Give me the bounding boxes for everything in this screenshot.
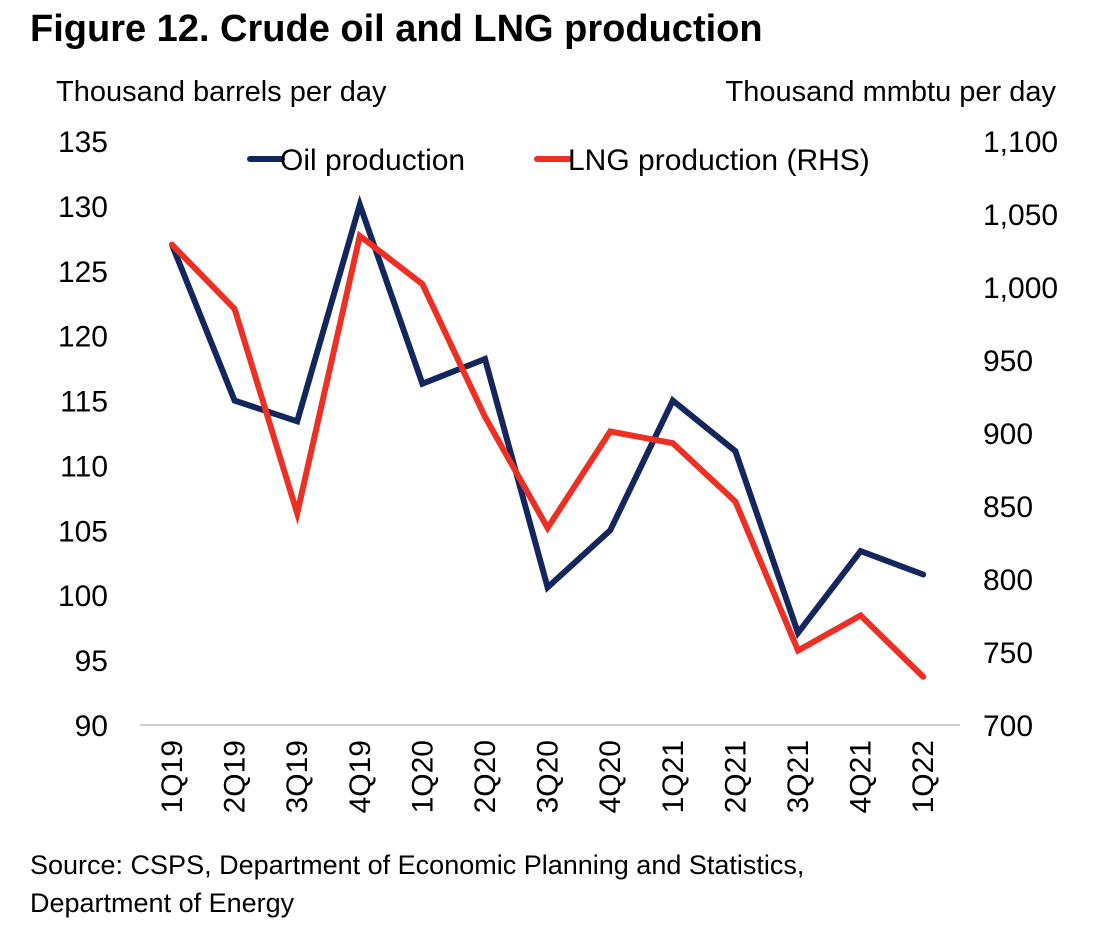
y-right-tick-label: 1,050 [983,199,1058,232]
lng-production-line [169,230,927,680]
y-right-tick-label: 950 [983,345,1033,378]
y-left-tick-label: 90 [75,710,108,743]
left-axis-label: Thousand barrels per day [56,76,387,108]
source-line-1: Source: CSPS, Department of Economic Pla… [30,850,805,880]
y-right-tick-label: 750 [983,637,1033,670]
chart-title: Figure 12. Crude oil and LNG production [30,8,763,50]
x-tick-label: 3Q21 [782,740,815,813]
y-right-tick-label: 1,100 [983,126,1058,159]
right-axis-label: Thousand mmbtu per day [725,76,1056,108]
x-tick-label: 4Q19 [344,740,377,813]
oil-production-line [169,194,927,640]
x-tick-label: 1Q20 [406,740,439,813]
y-right-tick-label: 1,000 [983,272,1058,305]
y-left-tick-label: 105 [58,515,108,548]
y-left-tick-label: 110 [60,450,108,483]
y-left-tick-label: 130 [58,191,108,224]
x-tick-label: 4Q21 [845,740,878,813]
x-tick-label: 3Q19 [281,740,314,813]
y-right-tick-label: 700 [983,710,1033,743]
y-left-tick-label: 135 [58,126,108,159]
x-tick-label: 1Q19 [156,740,189,813]
x-tick-label: 2Q19 [219,740,252,813]
y-left-tick-label: 100 [58,580,108,613]
x-tick-label: 4Q20 [594,740,627,813]
x-tick-label: 2Q20 [469,740,502,813]
source-note: Source: CSPS, Department of Economic Pla… [30,846,804,922]
x-tick-label: 1Q21 [657,740,690,813]
legend-lng-label: LNG production (RHS) [568,144,870,177]
y-right-tick-label: 850 [983,491,1033,524]
x-tick-label: 1Q22 [907,740,940,813]
y-left-tick-label: 125 [58,256,108,289]
y-right-tick-label: 900 [983,418,1033,451]
x-tick-label: 2Q21 [719,740,752,813]
legend-oil-label: Oil production [280,144,465,177]
y-left-tick-label: 95 [75,645,108,678]
source-line-2: Department of Energy [30,888,295,918]
y-right-tick-label: 800 [983,564,1033,597]
y-left-tick-label: 120 [58,321,108,354]
y-left-tick-label: 115 [60,386,108,419]
x-tick-label: 3Q20 [532,740,565,813]
